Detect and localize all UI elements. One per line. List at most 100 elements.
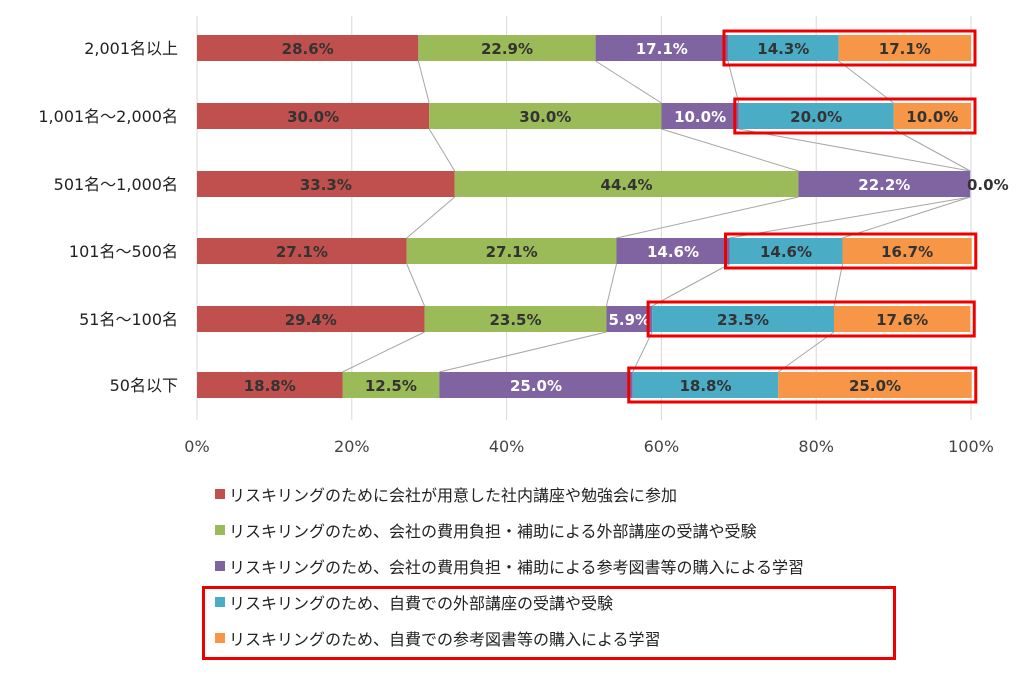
series-line <box>651 263 730 307</box>
bar-segment <box>798 171 971 197</box>
highlight-box <box>627 366 978 404</box>
data-label: 17.1% <box>636 40 688 58</box>
legend-highlight-box <box>202 586 896 660</box>
series-line <box>833 263 844 307</box>
bar-segment <box>727 35 839 61</box>
legend-label: リスキリングのため、会社の費用負担・補助による参考図書等の購入による学習 <box>229 558 805 577</box>
data-label: 17.6% <box>876 311 928 329</box>
category-label: 101名～500名 <box>69 242 178 261</box>
data-label: 23.5% <box>717 311 769 329</box>
legend-label: リスキリングのため、会社の費用負担・補助による外部講座の受講や受験 <box>229 522 757 541</box>
series-line <box>632 331 653 373</box>
legend: リスキリングのために会社が用意した社内講座や勉強会に参加 リスキリングのため、会… <box>215 476 804 656</box>
highlight-box <box>724 232 978 270</box>
data-label: 16.7% <box>881 243 933 261</box>
data-label: 17.1% <box>879 40 931 58</box>
data-label: 18.8% <box>244 377 296 395</box>
data-label: 10.0% <box>674 108 726 126</box>
data-label: 20.0% <box>790 108 842 126</box>
legend-label: リスキリングのために会社が用意した社内講座や勉強会に参加 <box>229 486 678 505</box>
series-line <box>738 128 971 172</box>
legend-swatch <box>215 561 225 571</box>
data-label: 22.2% <box>858 176 910 194</box>
data-label: 22.9% <box>481 40 533 58</box>
legend-item: リスキリングのため、自費での外部講座の受講や受験 <box>215 584 804 620</box>
legend-swatch <box>215 633 225 643</box>
bar-segment <box>197 171 455 197</box>
category-label: 51名～100名 <box>79 310 178 329</box>
bar-segment <box>439 372 633 398</box>
x-tick-label: 0% <box>184 437 209 456</box>
highlight-box <box>733 97 977 135</box>
data-label: 27.1% <box>486 243 538 261</box>
data-label: 30.0% <box>287 108 339 126</box>
series-line <box>727 60 740 104</box>
x-tick-label: 40% <box>489 437 525 456</box>
series-line <box>893 128 971 172</box>
x-tick-label: 20% <box>334 437 370 456</box>
data-label: 14.6% <box>760 243 812 261</box>
series-line <box>616 196 799 239</box>
series-line <box>605 263 617 307</box>
data-label: 30.0% <box>519 108 571 126</box>
bar-segment <box>738 103 894 129</box>
legend-item: リスキリングのため、会社の費用負担・補助による参考図書等の購入による学習 <box>215 548 804 584</box>
x-tick-label: 60% <box>644 437 680 456</box>
bar-segment <box>616 238 730 264</box>
category-label: 1,001名～2,000名 <box>38 107 178 126</box>
data-label: 44.4% <box>601 176 653 194</box>
data-label: 0.0% <box>967 176 1009 194</box>
bar-segment <box>454 171 799 197</box>
bar-segment <box>632 372 779 398</box>
highlight-box <box>646 300 976 338</box>
bar-segment <box>197 306 425 332</box>
bar-segment <box>197 372 343 398</box>
bar-segment <box>606 306 653 332</box>
bar-segment <box>418 35 596 61</box>
bar-segment <box>834 306 971 332</box>
data-label: 12.5% <box>365 377 417 395</box>
data-label: 14.3% <box>757 40 809 58</box>
legend-label: リスキリングのため、自費での参考図書等の購入による学習 <box>229 630 661 649</box>
data-label: 23.5% <box>489 311 541 329</box>
legend-swatch <box>215 525 225 535</box>
bar-segment <box>729 238 843 264</box>
series-line <box>406 196 456 239</box>
series-line <box>661 128 799 172</box>
category-label: 50名以下 <box>110 376 178 395</box>
data-label: 28.6% <box>282 40 334 58</box>
bar-segment <box>595 35 728 61</box>
data-label: 18.8% <box>679 377 731 395</box>
bar-segment <box>778 372 972 398</box>
bar-segment <box>838 35 971 61</box>
legend-item: リスキリングのため、自費での参考図書等の購入による学習 <box>215 620 804 656</box>
legend-item: リスキリングのために会社が用意した社内講座や勉強会に参加 <box>215 476 804 512</box>
series-line <box>406 263 426 307</box>
legend-label: リスキリングのため、自費での外部講座の受講や受験 <box>229 594 614 613</box>
highlight-box <box>722 29 977 67</box>
bar-segment <box>652 306 835 332</box>
bar-segment <box>197 35 419 61</box>
bar-segment <box>406 238 617 264</box>
legend-swatch <box>215 597 225 607</box>
series-line <box>439 331 607 373</box>
series-line <box>417 60 430 104</box>
series-line <box>428 128 456 172</box>
category-label: 501名～1,000名 <box>54 175 178 194</box>
bar-segment <box>661 103 739 129</box>
bar-segment <box>429 103 662 129</box>
category-label: 2,001名以上 <box>84 39 178 58</box>
data-label: 5.9% <box>608 311 650 329</box>
series-line <box>777 331 835 373</box>
bar-segment <box>842 238 972 264</box>
series-line <box>595 60 662 104</box>
bar-segment <box>342 372 440 398</box>
legend-swatch <box>215 489 225 499</box>
stacked-bar-chart: 0% 20% 40% 60% 80% 100% 2,001名以上 28.6% 22.9% 17.1… <box>38 16 1009 456</box>
bar-segment <box>197 238 407 264</box>
data-label: 25.0% <box>510 377 562 395</box>
bar-segment <box>424 306 607 332</box>
data-label: 29.4% <box>285 311 337 329</box>
x-tick-label: 100% <box>948 437 994 456</box>
bar-segment <box>197 103 430 129</box>
